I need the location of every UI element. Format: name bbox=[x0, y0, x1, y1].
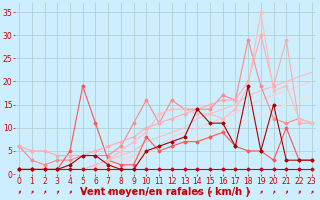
X-axis label: Vent moyen/en rafales ( km/h ): Vent moyen/en rafales ( km/h ) bbox=[80, 187, 251, 197]
